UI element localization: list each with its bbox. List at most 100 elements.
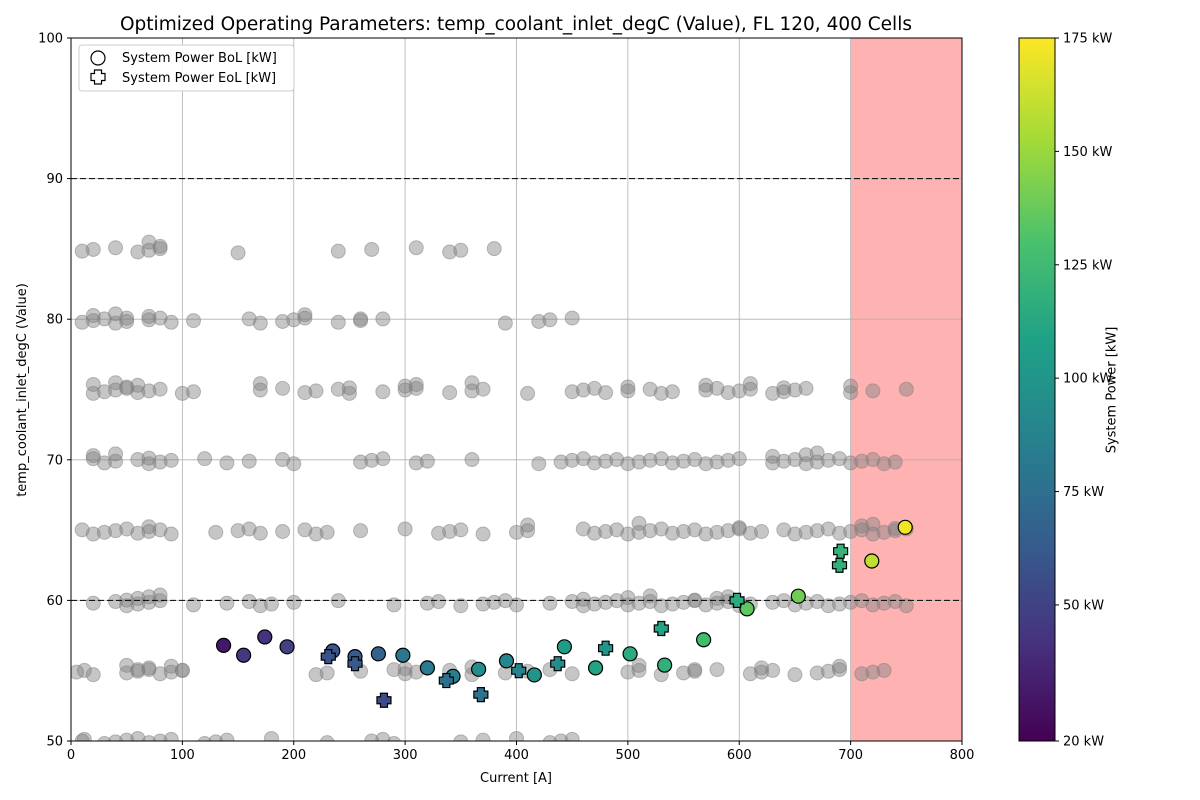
bol-point	[657, 657, 673, 673]
explored-point	[754, 660, 770, 676]
explored-point	[74, 243, 90, 259]
explored-point	[754, 664, 770, 680]
explored-point	[586, 525, 602, 541]
explored-point	[809, 665, 825, 681]
explored-point	[843, 455, 859, 471]
explored-point	[141, 524, 157, 540]
explored-point	[709, 595, 725, 611]
explored-point	[564, 452, 580, 468]
explored-point	[397, 378, 413, 394]
explored-point	[854, 518, 870, 534]
explored-point	[575, 382, 591, 398]
x-tick-label: 0	[67, 748, 75, 763]
explored-point	[96, 524, 112, 540]
explored-point	[85, 526, 101, 542]
x-tick-label: 600	[727, 748, 752, 763]
explored-point	[876, 524, 892, 540]
explored-point	[698, 526, 714, 542]
explored-point	[486, 241, 502, 257]
explored-point	[865, 597, 881, 613]
explored-point	[664, 525, 680, 541]
explored-point	[820, 521, 836, 537]
bol-point	[526, 667, 542, 683]
explored-point	[609, 452, 625, 468]
explored-point	[798, 380, 814, 396]
explored-point	[141, 450, 157, 466]
explored-point	[97, 736, 112, 741]
x-tick-label: 400	[504, 748, 529, 763]
explored-point	[74, 522, 90, 538]
explored-point	[197, 736, 212, 741]
explored-point	[163, 452, 179, 468]
bol-point	[471, 661, 487, 677]
explored-point	[119, 379, 135, 395]
explored-point	[353, 454, 369, 470]
explored-point	[85, 595, 101, 611]
explored-point	[798, 447, 814, 463]
bol-point	[279, 639, 295, 655]
explored-point	[642, 594, 658, 610]
explored-point	[620, 526, 636, 542]
explored-point	[787, 382, 803, 398]
explored-point	[341, 380, 357, 396]
explored-point	[108, 306, 124, 322]
explored-point	[219, 595, 235, 611]
explored-point	[186, 313, 202, 329]
explored-point	[408, 455, 424, 471]
explored-point	[353, 311, 369, 327]
explored-point	[263, 730, 279, 741]
explored-point	[275, 313, 291, 329]
explored-point	[865, 452, 881, 468]
colorbar-tick-label: 125 kW	[1063, 258, 1112, 273]
explored-point	[831, 662, 847, 678]
explored-point	[241, 521, 257, 537]
explored-point	[85, 448, 101, 464]
explored-point	[252, 315, 268, 331]
explored-point	[375, 311, 391, 327]
explored-point	[765, 448, 781, 464]
explored-point	[186, 384, 202, 400]
explored-point	[330, 243, 346, 259]
explored-point	[776, 380, 792, 396]
explored-point	[664, 455, 680, 471]
explored-point	[509, 597, 524, 613]
explored-point	[553, 733, 569, 741]
explored-point	[698, 597, 714, 613]
explored-point	[119, 521, 135, 537]
explored-point	[330, 314, 346, 330]
explored-point	[664, 384, 680, 400]
explored-point	[141, 660, 157, 676]
explored-point	[130, 244, 146, 260]
explored-point	[130, 590, 146, 606]
explored-point	[364, 733, 380, 741]
explored-point	[141, 519, 157, 535]
explored-point	[776, 384, 792, 400]
explored-point	[297, 385, 313, 401]
explored-point	[586, 455, 602, 471]
x-tick-label: 700	[838, 748, 863, 763]
out-of-range-region	[850, 38, 962, 741]
explored-point	[642, 523, 658, 539]
explored-point	[141, 456, 157, 472]
explored-point	[85, 313, 101, 329]
explored-point	[520, 385, 536, 401]
explored-point	[575, 451, 591, 467]
explored-point	[197, 451, 213, 467]
explored-point	[731, 383, 747, 399]
explored-point	[831, 525, 847, 541]
x-tick-label: 100	[170, 748, 195, 763]
bol-point	[257, 629, 273, 645]
explored-point	[419, 453, 435, 469]
explored-point	[742, 376, 758, 392]
bol-point	[790, 588, 806, 604]
explored-point	[397, 521, 413, 537]
explored-point	[408, 380, 424, 396]
legend-label-eol: System Power EoL [kW]	[122, 71, 276, 86]
explored-point	[208, 524, 224, 540]
explored-point	[152, 310, 168, 326]
explored-point	[698, 377, 714, 393]
explored-point	[809, 445, 825, 461]
explored-point	[96, 455, 112, 471]
explored-point	[308, 667, 324, 683]
explored-point	[219, 732, 235, 741]
